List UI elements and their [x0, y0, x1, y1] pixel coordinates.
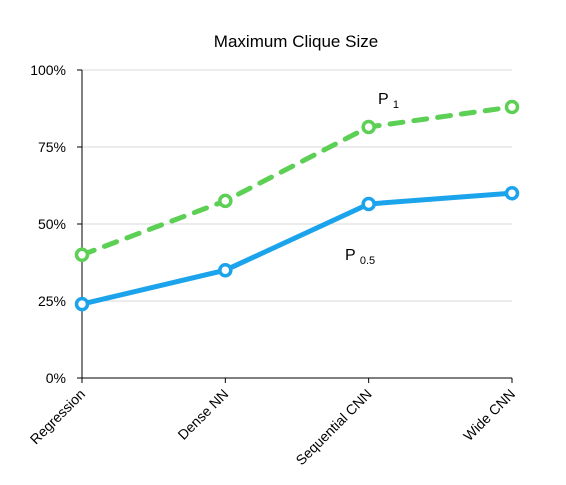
series-label-p05-main: P: [345, 247, 355, 264]
data-point-series-0-2: [361, 119, 376, 135]
x-tick-label: Wide CNN: [460, 386, 518, 444]
x-tick-label: Sequential CNN: [292, 386, 374, 468]
data-point-series-1-3: [504, 185, 520, 201]
data-point-series-1-2: [361, 196, 376, 212]
data-point-series-0-3: [504, 99, 520, 115]
chart-title: Maximum Clique Size: [214, 32, 378, 51]
series-lines: [74, 99, 520, 312]
x-axis-ticks: Regression Dense NN Sequential CNN Wide CNN: [27, 378, 518, 468]
gridlines: [82, 69, 512, 302]
series-line-0: [79, 104, 515, 258]
data-point-series-0-1: [218, 193, 233, 209]
series-label-p1-main: P: [378, 91, 388, 108]
y-tick-label: 100%: [30, 62, 66, 78]
data-point-series-0-0: [74, 247, 90, 263]
y-tick-label: 25%: [38, 293, 66, 309]
data-point-series-1-0: [74, 296, 90, 312]
x-tick-label: Dense NN: [174, 386, 231, 443]
series-label-p1-sub: 1: [393, 99, 399, 111]
y-tick-label: 0%: [46, 370, 66, 386]
series-label-p05-sub: 0.5: [360, 255, 375, 267]
y-tick-label: 75%: [38, 139, 66, 155]
series-line-1: [79, 190, 515, 307]
y-axis-ticks: 0% 25% 50% 75% 100%: [30, 62, 82, 386]
x-tick-label: Regression: [27, 386, 88, 447]
series-label-p05: P 0.5: [345, 247, 375, 267]
series-label-p1: P 1: [378, 91, 399, 111]
data-point-series-1-1: [218, 262, 233, 278]
y-tick-label: 50%: [38, 216, 66, 232]
